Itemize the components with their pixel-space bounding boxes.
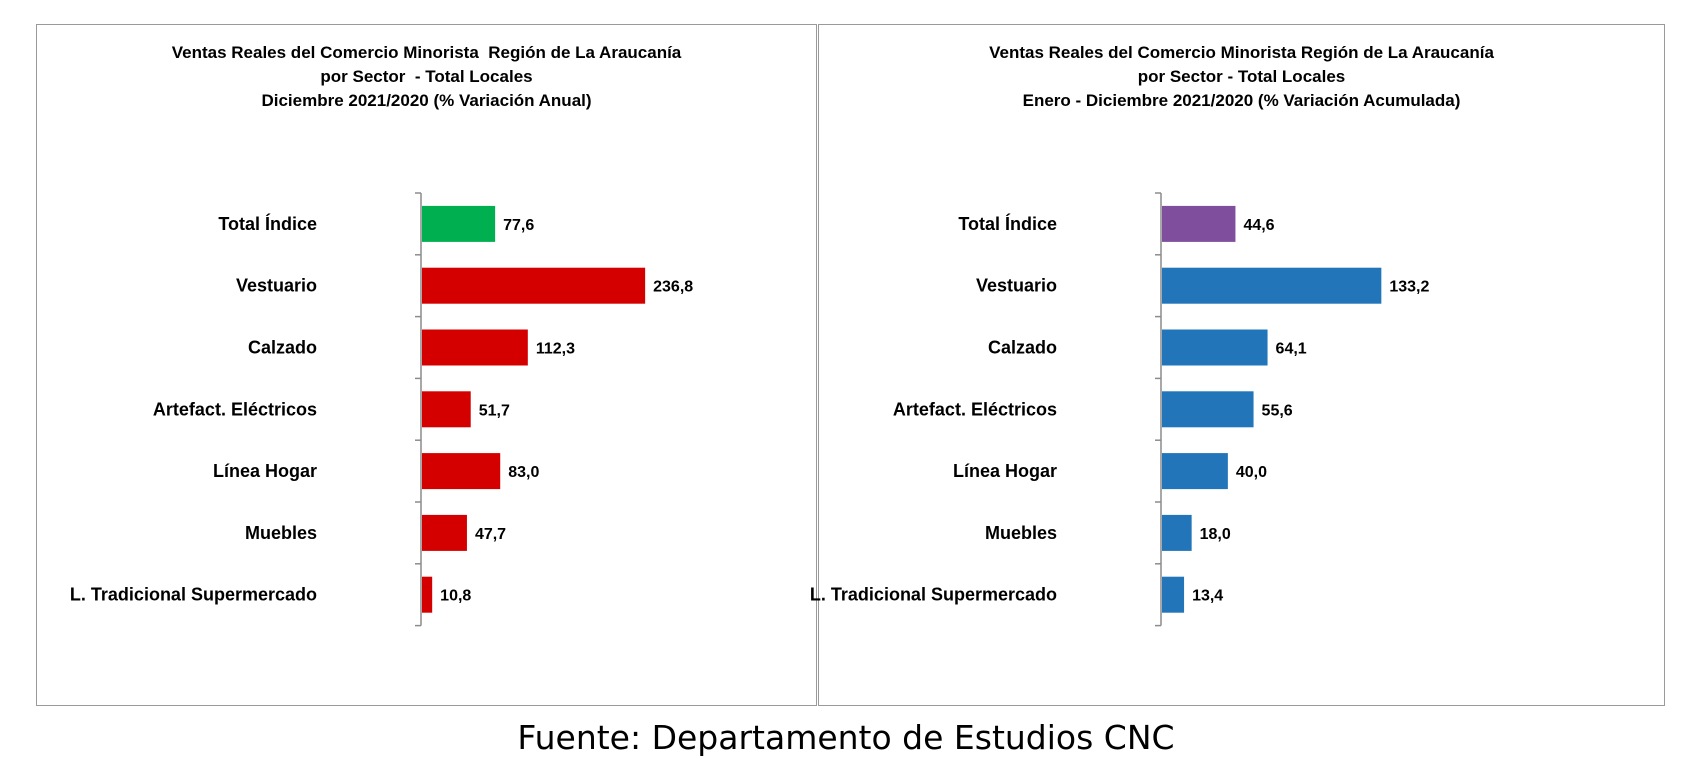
category-label: Vestuario bbox=[236, 276, 317, 296]
bar bbox=[422, 576, 433, 613]
data-label: 55,6 bbox=[1262, 402, 1293, 419]
bar bbox=[1162, 205, 1236, 242]
chart-title-line-2: por Sector - Total Locales bbox=[320, 67, 533, 86]
category-label: Calzado bbox=[988, 338, 1057, 358]
chart-title: Ventas Reales del Comercio Minorista Reg… bbox=[819, 41, 1664, 113]
data-label: 83,0 bbox=[508, 464, 539, 481]
bar bbox=[1162, 453, 1228, 490]
chart-title-line-1: Ventas Reales del Comercio Minorista Reg… bbox=[989, 43, 1494, 62]
chart-panel-annual: Ventas Reales del Comercio Minorista Reg… bbox=[36, 24, 817, 706]
category-label: Total Índice bbox=[958, 213, 1057, 234]
category-label: Artefact. Eléctricos bbox=[153, 399, 317, 419]
data-label: 112,3 bbox=[536, 341, 575, 358]
chart-title-line-2: por Sector - Total Locales bbox=[1137, 67, 1346, 86]
bar bbox=[422, 453, 501, 490]
data-label: 40,0 bbox=[1236, 464, 1267, 481]
data-label: 77,6 bbox=[503, 217, 534, 234]
data-label: 18,0 bbox=[1200, 526, 1231, 543]
bar bbox=[1162, 391, 1254, 428]
data-label: 133,2 bbox=[1389, 279, 1429, 296]
bar-chart-annual: Total Índice 77,6 Vestuario 236,8 Calzado 112… bbox=[70, 192, 693, 627]
bar bbox=[1162, 329, 1268, 366]
data-label: 64,1 bbox=[1276, 341, 1307, 358]
chart-title-line-3: Diciembre 2021/2020 (% Variación Anual) bbox=[261, 91, 592, 110]
source-note: Fuente: Departamento de Estudios CNC bbox=[517, 718, 1175, 757]
category-label: Línea Hogar bbox=[213, 461, 317, 481]
bar-chart-accumulated: Total Índice 44,6 Vestuario 133,2 Calzado 64,… bbox=[810, 192, 1429, 627]
bar bbox=[1162, 576, 1185, 613]
category-label: Línea Hogar bbox=[953, 461, 1057, 481]
category-label: L. Tradicional Supermercado bbox=[810, 585, 1057, 605]
bar bbox=[422, 205, 496, 242]
bar bbox=[1162, 514, 1192, 551]
category-label: Muebles bbox=[245, 523, 317, 543]
category-label: Calzado bbox=[248, 338, 317, 358]
data-label: 51,7 bbox=[479, 402, 510, 419]
chart-title-line-1: Ventas Reales del Comercio Minorista Reg… bbox=[171, 43, 682, 62]
bar bbox=[422, 329, 528, 366]
data-label: 47,7 bbox=[475, 526, 506, 543]
bar bbox=[422, 514, 467, 551]
chart-title-line-3: Enero - Diciembre 2021/2020 (% Variación… bbox=[1022, 91, 1461, 110]
category-label: Total Índice bbox=[218, 213, 317, 234]
data-label: 10,8 bbox=[440, 588, 471, 605]
bar bbox=[422, 267, 646, 304]
data-label: 44,6 bbox=[1243, 217, 1274, 234]
category-label: Muebles bbox=[985, 523, 1057, 543]
category-label: L. Tradicional Supermercado bbox=[70, 585, 317, 605]
category-label: Vestuario bbox=[976, 276, 1057, 296]
chart-title: Ventas Reales del Comercio Minorista Reg… bbox=[37, 41, 816, 113]
data-label: 236,8 bbox=[653, 279, 693, 296]
bar bbox=[1162, 267, 1382, 304]
data-label: 13,4 bbox=[1192, 588, 1223, 605]
category-label: Artefact. Eléctricos bbox=[893, 399, 1057, 419]
bar bbox=[422, 391, 471, 428]
chart-panel-accumulated: Ventas Reales del Comercio Minorista Reg… bbox=[810, 24, 1665, 706]
